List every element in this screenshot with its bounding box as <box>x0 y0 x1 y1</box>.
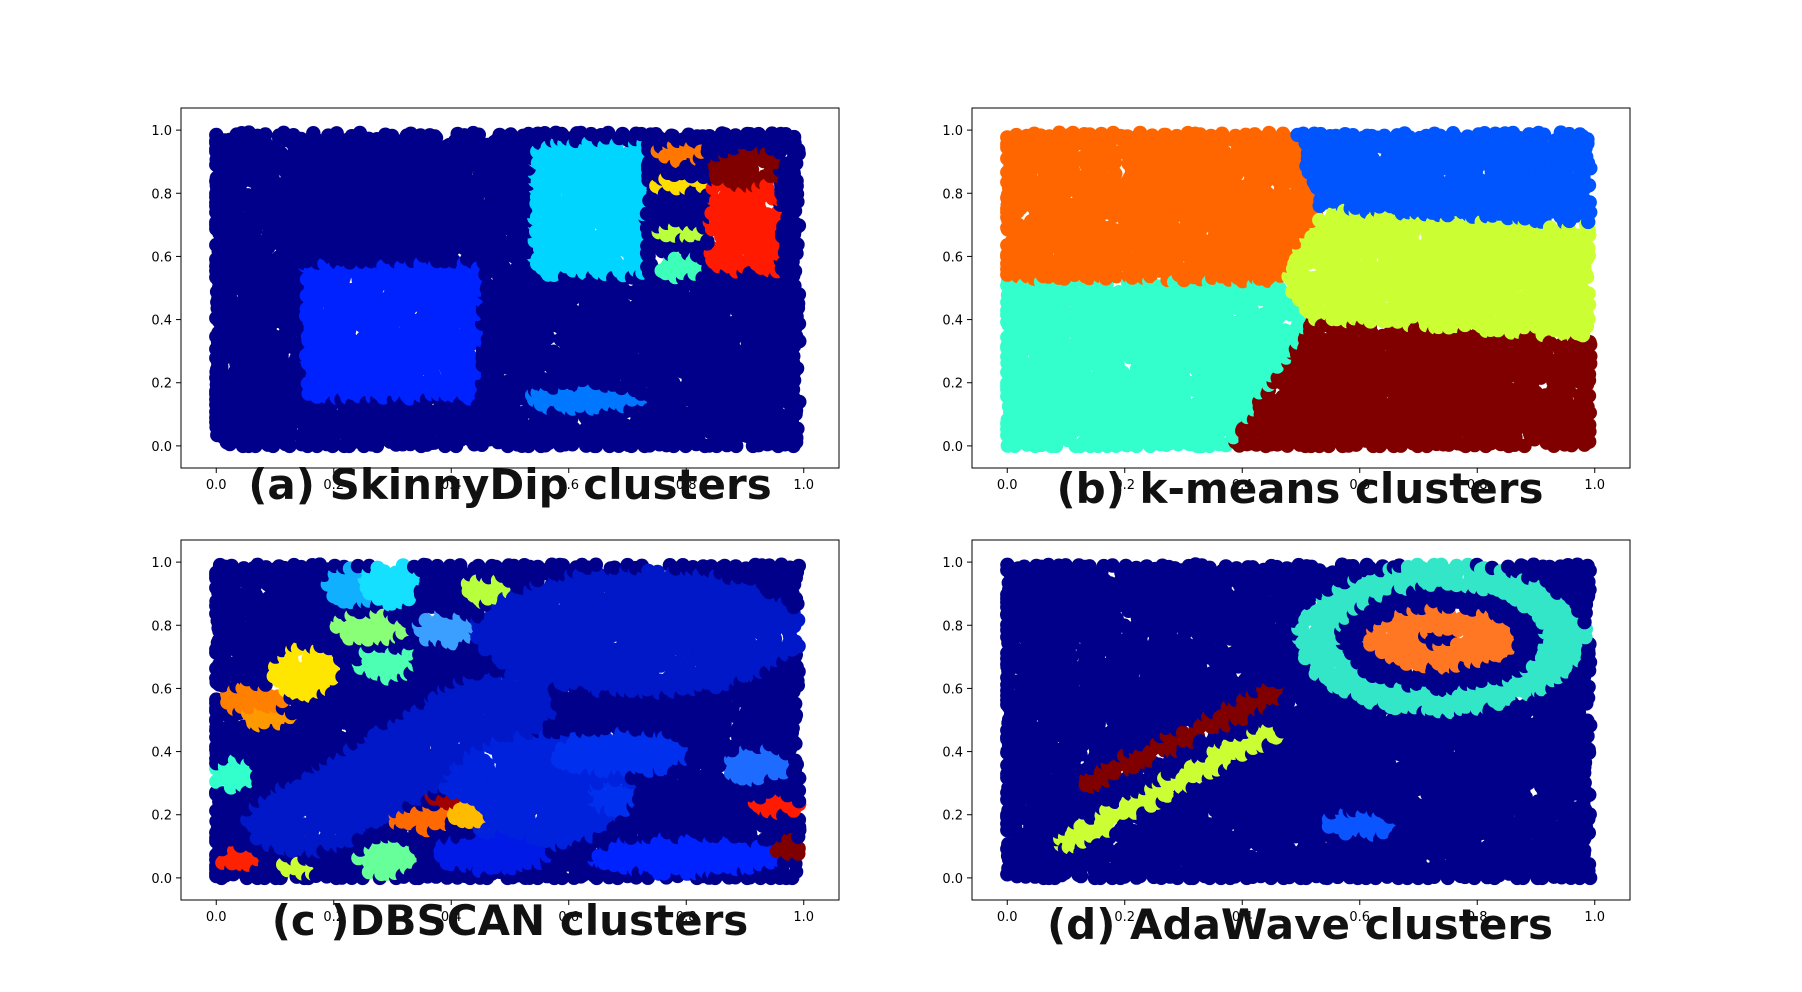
scatter-point <box>273 146 289 161</box>
scatter-point <box>453 334 468 349</box>
scatter-point <box>329 126 344 141</box>
scatter-point <box>632 183 647 198</box>
scatter-point <box>384 128 400 144</box>
y-tick-label: 0.8 <box>151 187 172 202</box>
x-tick-label: 0.2 <box>323 478 344 493</box>
scatter-point <box>258 127 273 142</box>
y-tick-label: 0.0 <box>151 440 172 455</box>
axes-frame <box>180 107 840 469</box>
scatter-point <box>282 438 297 454</box>
scatter-point <box>589 394 604 410</box>
scatter-point <box>665 129 681 144</box>
x-tick-label: 0.6 <box>558 478 579 493</box>
scatter-point <box>709 438 724 454</box>
scatter-points <box>209 125 807 454</box>
scatter-point <box>427 129 442 144</box>
scatter-point <box>537 126 552 141</box>
scatter-point <box>471 127 486 142</box>
scatter-point <box>512 144 527 159</box>
scatter-point <box>453 278 468 293</box>
x-tick-label: 1.0 <box>793 478 814 493</box>
panel-skinnydip: 0.0 0.2 0.4 0.6 0.8 1.0 0.0 0.2 0.4 0.6 0.8 1.0 <box>151 107 840 493</box>
y-tick-label: 1.0 <box>151 124 172 139</box>
scatter-point <box>667 251 682 266</box>
scatter-point <box>601 125 616 141</box>
scatter-point <box>787 216 803 231</box>
scatter-point <box>615 126 630 142</box>
y-tick-label: 0.6 <box>151 250 172 265</box>
scatter-point <box>751 126 766 142</box>
scatter-points <box>1000 125 1598 454</box>
scatter-point <box>495 234 510 249</box>
scatter-point <box>309 132 324 148</box>
x-tick-label: 0.8 <box>676 478 697 493</box>
scatter-point <box>470 188 485 203</box>
x-tick-label: 0.0 <box>206 478 227 493</box>
x-tick-label: 0.4 <box>441 478 462 493</box>
scatter-point <box>666 375 681 390</box>
y-tick-label: 0.2 <box>151 377 172 392</box>
scatter-point <box>461 347 476 363</box>
scatter-point <box>786 129 802 145</box>
scatter-point <box>248 222 263 238</box>
scatter-point <box>700 233 715 249</box>
scatter-point <box>554 126 569 142</box>
scatter-point <box>546 344 561 359</box>
panel-kmeans: 0.0 0.2 0.4 0.6 0.8 1.00.00.20.40.60.81.0 <box>942 107 1631 493</box>
y-tick-label: 0.4 <box>151 314 172 329</box>
